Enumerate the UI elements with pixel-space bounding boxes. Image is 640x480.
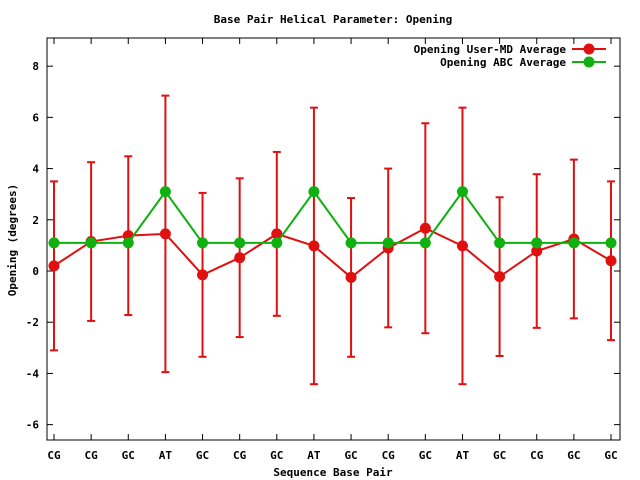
x-tick-label: AT (456, 449, 470, 462)
y-tick-label: 2 (32, 214, 39, 227)
data-point (419, 222, 431, 234)
series-layer (48, 94, 617, 386)
data-point (159, 228, 171, 240)
data-point (419, 237, 431, 249)
y-tick-label: -2 (26, 316, 39, 329)
data-point (345, 237, 357, 249)
x-tick-label: CG (530, 449, 544, 462)
data-point (308, 186, 320, 198)
data-point (159, 186, 171, 198)
y-tick-label: 0 (32, 265, 39, 278)
series-line (53, 227, 612, 279)
x-tick-label: CG (85, 449, 99, 462)
y-tick-label: 8 (32, 60, 39, 73)
y-axis: -6 -4 -2 0 2 4 6 8 (26, 60, 620, 432)
y-tick-label: -4 (26, 367, 40, 380)
x-tick-label: GC (419, 449, 432, 462)
legend: Opening User-MD Average Opening ABC Aver… (414, 43, 606, 69)
x-tick-label: GC (344, 449, 357, 462)
data-point (494, 271, 506, 283)
data-point (568, 237, 580, 249)
y-tick-label: -6 (26, 419, 40, 432)
x-tick-label: GC (567, 449, 580, 462)
data-point (494, 237, 506, 249)
data-point (456, 186, 468, 198)
data-point (234, 237, 246, 249)
x-tick-label: GC (122, 449, 135, 462)
plot-frame (46, 37, 621, 441)
x-axis-label: Sequence Base Pair (273, 466, 393, 479)
y-tick-label: 6 (32, 111, 39, 124)
data-point (382, 237, 394, 249)
data-point (456, 240, 468, 252)
data-point (345, 271, 357, 283)
data-point (197, 237, 209, 249)
x-tick-label: GC (493, 449, 506, 462)
series-2 (48, 186, 617, 249)
series-line (54, 189, 611, 244)
series-1 (48, 94, 617, 386)
data-point (197, 269, 209, 281)
x-tick-label: AT (307, 449, 321, 462)
data-point (605, 237, 617, 249)
x-tick-label: GC (604, 449, 617, 462)
legend-label-user-md: Opening User-MD Average (414, 43, 567, 56)
x-tick-label: AT (159, 449, 173, 462)
data-point (48, 260, 60, 272)
x-tick-label: CG (382, 449, 396, 462)
x-tick-label: CG (233, 449, 247, 462)
x-tick-label: GC (270, 449, 283, 462)
data-point (122, 237, 134, 249)
data-point (271, 237, 283, 249)
y-tick-label: 4 (32, 163, 39, 176)
data-point (308, 240, 320, 252)
y-axis-label: Opening (degrees) (6, 184, 19, 297)
legend-marker-user-md (583, 43, 595, 55)
data-point (271, 228, 283, 240)
data-point (605, 255, 617, 267)
legend-label-abc: Opening ABC Average (440, 56, 566, 69)
data-point (531, 237, 543, 249)
x-tick-label: CG (47, 449, 61, 462)
data-point (85, 237, 97, 249)
legend-marker-abc (583, 56, 595, 68)
x-axis: CG CG GC AT GC CG GC AT GC CG GC AT GC CG GC GC (47, 38, 618, 462)
x-tick-label: GC (196, 449, 209, 462)
data-point (531, 245, 543, 257)
data-point (234, 252, 246, 264)
data-point (48, 237, 60, 249)
chart-title: Base Pair Helical Parameter: Opening (214, 13, 452, 26)
